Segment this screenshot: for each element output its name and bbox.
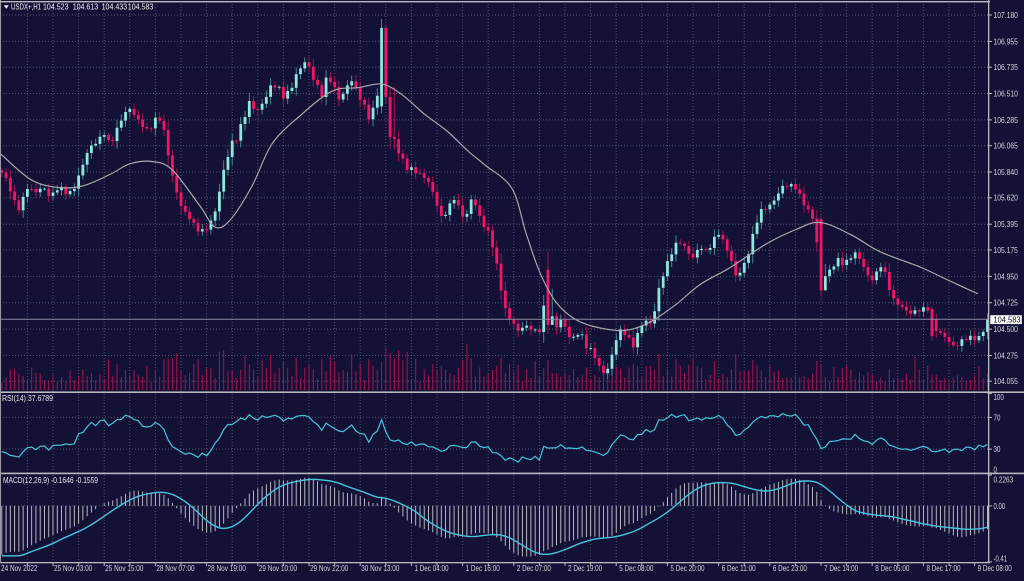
svg-text:104.055: 104.055 bbox=[994, 377, 1019, 386]
svg-text:9 Dec 08:00: 9 Dec 08:00 bbox=[978, 564, 1013, 573]
svg-text:6 Dec 11:00: 6 Dec 11:00 bbox=[722, 564, 757, 573]
svg-text:104.725: 104.725 bbox=[994, 299, 1019, 308]
svg-text:104.275: 104.275 bbox=[994, 351, 1019, 360]
svg-text:29 Nov 22:00: 29 Nov 22:00 bbox=[310, 564, 349, 573]
svg-text:MACD(12,26,9) -0.1646 -0.1559: MACD(12,26,9) -0.1646 -0.1559 bbox=[3, 476, 98, 485]
svg-text:106.510: 106.510 bbox=[994, 89, 1019, 98]
svg-text:105.395: 105.395 bbox=[994, 220, 1019, 229]
svg-text:7 Dec 14:00: 7 Dec 14:00 bbox=[824, 564, 859, 573]
svg-text:5 Dec 08:00: 5 Dec 08:00 bbox=[619, 564, 654, 573]
svg-text:8 Dec 17:00: 8 Dec 17:00 bbox=[926, 564, 961, 573]
svg-text:28 Nov 19:00: 28 Nov 19:00 bbox=[208, 564, 247, 573]
svg-text:USDX+,H1: USDX+,H1 bbox=[11, 2, 41, 11]
svg-text:25 Nov 15:00: 25 Nov 15:00 bbox=[105, 564, 144, 573]
svg-text:24 Nov 2022: 24 Nov 2022 bbox=[1, 564, 38, 573]
svg-text:70: 70 bbox=[994, 413, 1001, 422]
svg-text:105.840: 105.840 bbox=[994, 168, 1019, 177]
svg-text:106.065: 106.065 bbox=[994, 142, 1019, 151]
svg-text:0: 0 bbox=[994, 466, 998, 475]
svg-text:-0.41: -0.41 bbox=[994, 554, 1008, 563]
svg-text:104.433: 104.433 bbox=[102, 2, 128, 11]
svg-text:104.523: 104.523 bbox=[43, 2, 69, 11]
svg-text:6 Dec 23:00: 6 Dec 23:00 bbox=[773, 564, 808, 573]
svg-text:28 Nov 07:00: 28 Nov 07:00 bbox=[156, 564, 195, 573]
svg-text:106.285: 106.285 bbox=[994, 116, 1019, 125]
svg-text:5 Dec 20:00: 5 Dec 20:00 bbox=[670, 564, 705, 573]
svg-text:1 Dec 04:00: 1 Dec 04:00 bbox=[414, 564, 449, 573]
svg-text:0.2263: 0.2263 bbox=[994, 476, 1014, 485]
svg-text:107.180: 107.180 bbox=[994, 11, 1019, 20]
svg-text:104.613: 104.613 bbox=[73, 2, 99, 11]
svg-text:1 Dec 16:00: 1 Dec 16:00 bbox=[466, 564, 501, 573]
svg-text:100: 100 bbox=[994, 393, 1005, 402]
svg-text:29 Nov 10:00: 29 Nov 10:00 bbox=[259, 564, 298, 573]
svg-text:104.500: 104.500 bbox=[994, 325, 1019, 334]
svg-text:105.620: 105.620 bbox=[994, 194, 1019, 203]
svg-text:30: 30 bbox=[994, 445, 1001, 454]
svg-text:105.175: 105.175 bbox=[994, 246, 1019, 255]
svg-text:8 Dec 05:00: 8 Dec 05:00 bbox=[875, 564, 910, 573]
svg-text:RSI(14) 37.6789: RSI(14) 37.6789 bbox=[2, 394, 53, 403]
svg-text:2 Dec 07:00: 2 Dec 07:00 bbox=[517, 564, 552, 573]
svg-text:25 Nov 03:00: 25 Nov 03:00 bbox=[54, 564, 93, 573]
svg-text:104.950: 104.950 bbox=[994, 272, 1019, 281]
svg-text:0.00: 0.00 bbox=[994, 502, 1006, 511]
svg-text:104.583: 104.583 bbox=[128, 2, 154, 11]
svg-text:30 Nov 13:00: 30 Nov 13:00 bbox=[361, 564, 400, 573]
svg-text:2 Dec 19:00: 2 Dec 19:00 bbox=[568, 564, 603, 573]
svg-text:106.955: 106.955 bbox=[994, 37, 1019, 46]
svg-text:106.735: 106.735 bbox=[994, 63, 1019, 72]
svg-text:104.583: 104.583 bbox=[994, 316, 1022, 325]
